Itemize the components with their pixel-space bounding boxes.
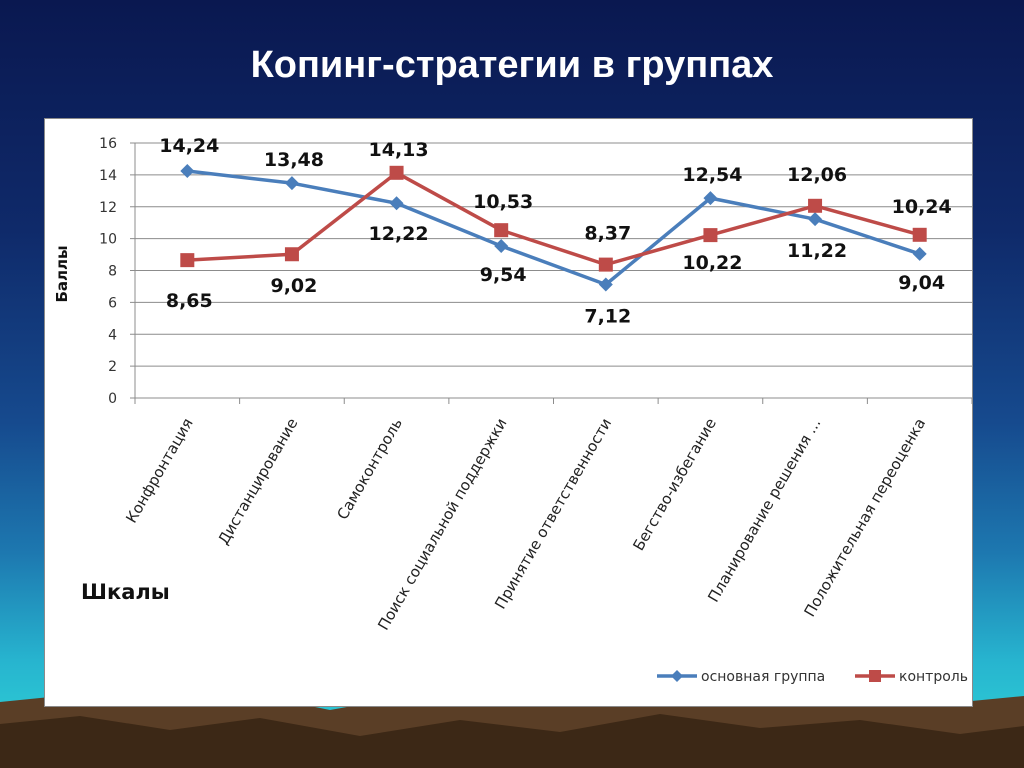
gridlines [135, 142, 972, 367]
data-point-marker [598, 277, 613, 292]
y-tick-label: 14 [99, 168, 117, 184]
data-point-marker [180, 164, 195, 179]
data-label: 12,06 [787, 164, 847, 186]
data-point-marker [389, 165, 404, 180]
x-axis-title: Шкалы [81, 580, 170, 604]
series [180, 164, 927, 292]
data-labels: 14,24 13,48 12,22 9,54 7,12 12,54 11,22 9,04 8,6… [159, 135, 951, 327]
slide-title: Копинг-стратегии в группах [250, 44, 774, 86]
data-label: 13,48 [264, 149, 324, 171]
series-line [187, 171, 921, 267]
data-point-marker [912, 227, 927, 242]
data-label: 11,22 [787, 240, 847, 262]
data-label: 8,37 [584, 223, 631, 245]
data-point-marker [703, 191, 718, 206]
data-label: 10,22 [682, 252, 742, 274]
x-category-label: Положительная переоценка [800, 415, 929, 620]
data-label: 14,24 [159, 135, 219, 157]
y-tick-label: 2 [108, 359, 117, 375]
y-tick-label: 8 [108, 264, 117, 280]
data-point-marker [180, 253, 195, 268]
y-axis-title: Баллы [53, 245, 71, 302]
series-line [187, 169, 921, 287]
data-point-marker [598, 257, 613, 272]
data-label: 12,54 [682, 164, 742, 186]
chart-area: 0 2 4 6 8 10 12 14 16 Конфронтация Дистанцирование… [44, 118, 973, 707]
x-category-label: Дистанцирование [214, 415, 301, 548]
data-label: 9,04 [898, 272, 945, 294]
axes: 0 2 4 6 8 10 12 14 16 Конфронтация Дистанцирование… [99, 136, 972, 633]
data-label: 12,22 [369, 223, 429, 245]
x-category-label: Бегство-избегание [629, 415, 720, 554]
data-label: 8,65 [166, 290, 213, 312]
x-category-label: Планирование решения ... [704, 415, 824, 605]
legend-marker [869, 670, 881, 682]
data-point-marker [284, 176, 299, 191]
data-label: 7,12 [584, 306, 631, 328]
legend-label: контроль [899, 669, 968, 685]
data-label: 14,13 [369, 139, 429, 161]
x-category-label: Поиск социальной поддержки [374, 415, 510, 633]
legend-marker [671, 670, 683, 682]
y-tick-label: 4 [108, 327, 117, 343]
data-point-marker [494, 238, 509, 253]
y-tick-label: 0 [108, 391, 117, 407]
line-chart: 0 2 4 6 8 10 12 14 16 Конфронтация Дистанцирование… [53, 135, 972, 685]
data-point-marker [808, 198, 823, 213]
data-point-marker [389, 196, 404, 211]
data-point-marker [808, 212, 823, 227]
data-label: 9,54 [480, 264, 527, 286]
data-point-marker [912, 246, 927, 261]
y-tick-label: 6 [108, 295, 117, 311]
y-tick-label: 12 [99, 200, 117, 216]
y-tick-label: 16 [99, 136, 117, 152]
terrain-decoration [0, 688, 1024, 768]
x-category-label: Конфронтация [122, 415, 197, 526]
data-point-marker [703, 228, 718, 243]
data-point-marker [284, 247, 299, 262]
y-tick-label: 10 [99, 232, 117, 248]
legend: основная группа контроль [657, 669, 968, 685]
x-category-label: Самоконтроль [333, 415, 406, 523]
legend-label: основная группа [701, 669, 825, 685]
data-label: 10,53 [473, 191, 533, 213]
data-label: 10,24 [892, 196, 952, 218]
x-category-label: Принятие ответственности [491, 415, 615, 612]
data-point-marker [494, 223, 509, 238]
data-label: 9,02 [270, 275, 317, 297]
